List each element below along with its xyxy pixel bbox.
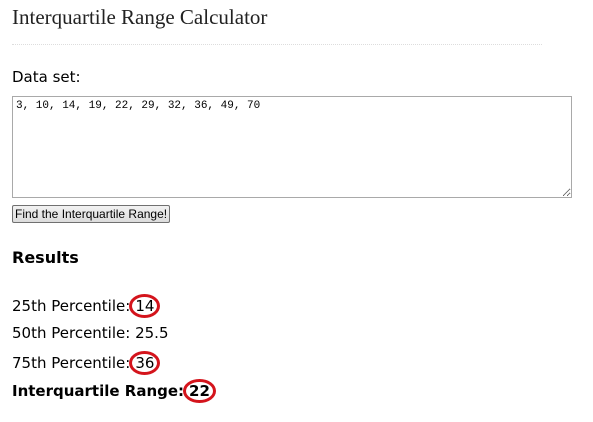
result-row: 75th Percentile: 36: [12, 351, 161, 375]
result-row: 50th Percentile: 25.5: [12, 323, 169, 343]
data-set-label: Data set:: [12, 68, 81, 86]
result-value: 22: [183, 379, 216, 403]
result-value: 14: [129, 294, 161, 318]
result-value: 36: [129, 351, 161, 375]
result-label: Interquartile Range:: [12, 382, 185, 400]
result-value: 25.5: [135, 324, 169, 342]
result-row: Interquartile Range: 22: [12, 379, 216, 403]
results-heading: Results: [12, 248, 79, 267]
data-set-input[interactable]: 3, 10, 14, 19, 22, 29, 32, 36, 49, 70: [12, 96, 572, 198]
result-label: 75th Percentile:: [12, 354, 131, 372]
page-title: Interquartile Range Calculator: [12, 5, 268, 29]
result-label: 50th Percentile:: [12, 324, 131, 342]
calculate-button[interactable]: Find the Interquartile Range!: [12, 205, 171, 223]
divider: [12, 44, 542, 45]
result-row: 25th Percentile: 14: [12, 294, 161, 318]
result-label: 25th Percentile:: [12, 297, 131, 315]
